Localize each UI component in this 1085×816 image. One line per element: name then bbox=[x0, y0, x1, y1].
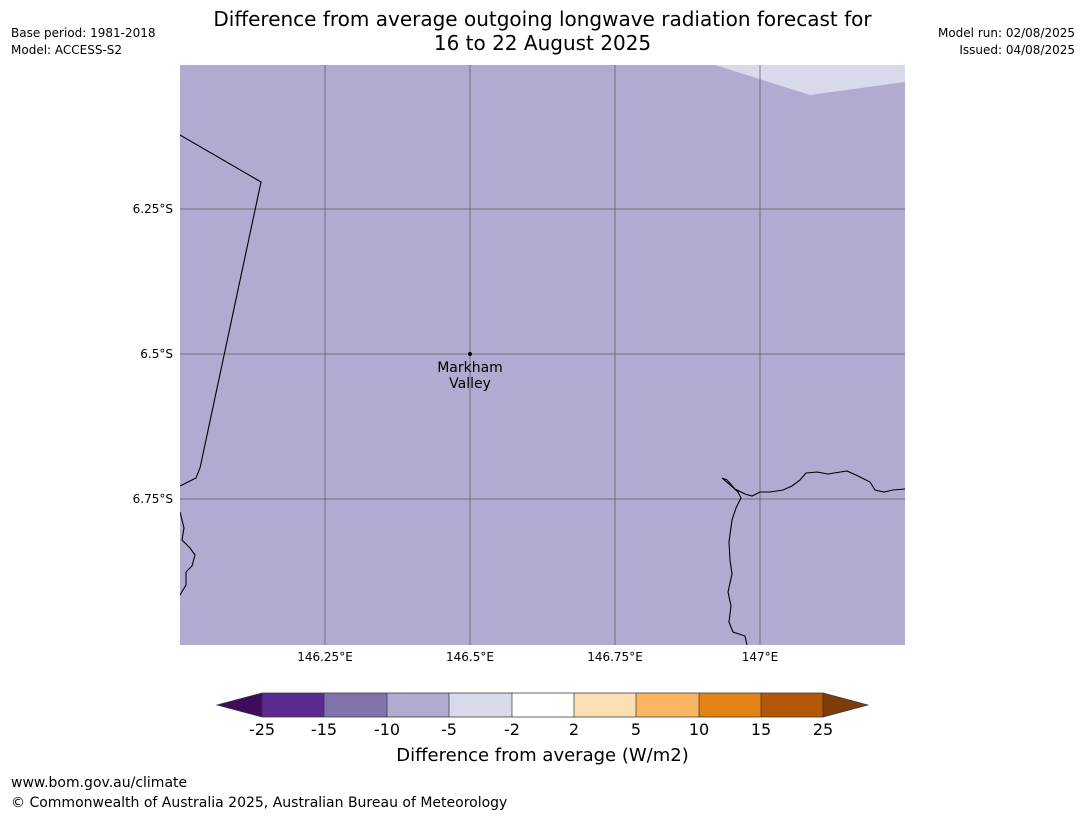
colorbar-segment-1 bbox=[262, 693, 324, 717]
title-line-2: 16 to 22 August 2025 bbox=[433, 31, 652, 55]
east-coastline bbox=[721, 470, 905, 645]
colorbar-segment-8 bbox=[699, 693, 761, 717]
colorbar-segment-3 bbox=[387, 693, 449, 717]
map-title: Difference from average outgoing longwav… bbox=[180, 7, 905, 55]
base-period: Base period: 1981-2018 bbox=[11, 26, 156, 40]
colorbar-segment-5 bbox=[512, 693, 574, 717]
colorbar-tick: -2 bbox=[504, 720, 520, 739]
colorbar-segment-2 bbox=[324, 693, 387, 717]
boundaries bbox=[180, 134, 905, 645]
colorbar-tick: 2 bbox=[568, 720, 580, 739]
meta-left: Base period: 1981-2018 Model: ACCESS-S2 bbox=[11, 25, 156, 59]
colorbar-tick: 10 bbox=[688, 720, 710, 739]
lon-tick-146-25: 146.25°E bbox=[297, 650, 353, 664]
colorbar-segment-7 bbox=[636, 693, 699, 717]
colorbar-label: Difference from average (W/m2) bbox=[396, 745, 689, 766]
colorbar-tick: 15 bbox=[750, 720, 772, 739]
place-label-markham-valley: Markham Valley bbox=[437, 360, 503, 392]
colorbar-tick: 25 bbox=[812, 720, 834, 739]
colorbar-segment-6 bbox=[574, 693, 636, 717]
lat-tick-6-75: 6.75°S bbox=[132, 492, 173, 506]
footer-url[interactable]: www.bom.gov.au/climate bbox=[11, 775, 188, 791]
map-area[interactable] bbox=[180, 65, 905, 645]
province-border bbox=[180, 134, 262, 487]
colorbar-tick: -25 bbox=[248, 720, 276, 739]
colorbar-tick: -15 bbox=[310, 720, 338, 739]
markham-valley-marker[interactable] bbox=[468, 352, 472, 356]
west-coastline bbox=[180, 511, 196, 596]
model-run: Model run: 02/08/2025 bbox=[937, 26, 1075, 40]
lat-tick-6-5: 6.5°S bbox=[140, 347, 173, 361]
lon-tick-146-5: 146.5°E bbox=[446, 650, 494, 664]
colorbar bbox=[215, 692, 870, 718]
colorbar-segment-4 bbox=[449, 693, 512, 717]
colorbar-tick: 5 bbox=[630, 720, 642, 739]
issued-date: Issued: 04/08/2025 bbox=[959, 43, 1075, 57]
anomaly-patch bbox=[715, 65, 905, 95]
colorbar-segment-9 bbox=[761, 693, 823, 717]
colorbar-under-triangle bbox=[217, 693, 262, 717]
colorbar-tick: -10 bbox=[373, 720, 401, 739]
lon-tick-147: 147°E bbox=[741, 650, 779, 664]
colorbar-over-triangle bbox=[823, 693, 868, 717]
lon-tick-146-75: 146.75°E bbox=[587, 650, 643, 664]
footer-copyright: © Commonwealth of Australia 2025, Austra… bbox=[11, 795, 508, 811]
meta-right: Model run: 02/08/2025 Issued: 04/08/2025 bbox=[938, 25, 1075, 59]
title-line-1: Difference from average outgoing longwav… bbox=[213, 7, 872, 31]
lat-tick-6-25: 6.25°S bbox=[132, 202, 173, 216]
model-name: Model: ACCESS-S2 bbox=[11, 43, 123, 57]
colorbar-tick: -5 bbox=[441, 720, 457, 739]
